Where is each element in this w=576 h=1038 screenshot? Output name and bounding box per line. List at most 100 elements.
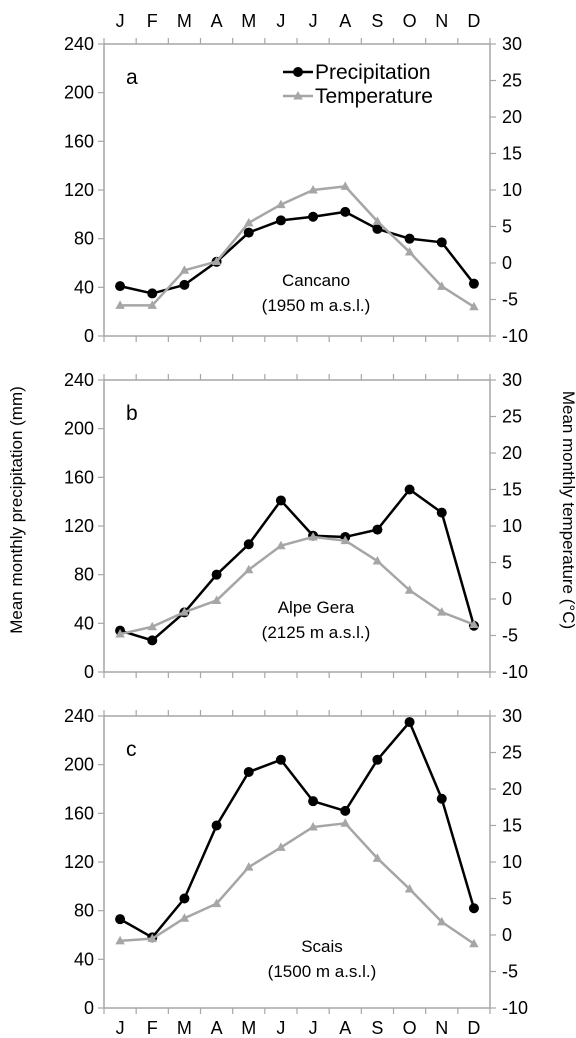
- right-tick-label: 20: [502, 779, 522, 799]
- month-label-bottom: J: [276, 1018, 285, 1038]
- precipitation-marker: [404, 717, 415, 728]
- legend-label: Temperature: [315, 85, 433, 108]
- right-tick-label: 15: [502, 816, 522, 836]
- panel-b: 0 40 80 120 160 200 240 -10 -5 0 5 10 15 20 25 30 b Alpe …: [64, 370, 528, 682]
- month-label-top: A: [339, 11, 351, 31]
- precipitation-line: [119, 210, 475, 295]
- precipitation-marker: [243, 539, 254, 550]
- left-tick-label: 40: [74, 949, 94, 969]
- panel-letter: a: [126, 66, 138, 89]
- month-label-bottom: A: [339, 1018, 351, 1038]
- panel-c: 0 40 80 120 160 200 240 -10 -5 0 5 10 15 20 25 30 c Scais…: [64, 706, 528, 1018]
- month-label-bottom: M: [241, 1018, 256, 1038]
- right-tick-label: 0: [502, 589, 512, 609]
- temperature-marker: [437, 607, 447, 616]
- month-label-top: A: [211, 11, 223, 31]
- left-tick-label: 240: [64, 34, 94, 54]
- left-tick-label: 160: [64, 467, 94, 487]
- left-tick-label: 120: [64, 852, 94, 872]
- month-label-bottom: N: [435, 1018, 448, 1038]
- month-label-bottom: M: [177, 1018, 192, 1038]
- temperature-marker: [147, 933, 157, 943]
- right-axis-title: Mean monthly temperature (°C): [559, 391, 576, 629]
- left-tick-label: 160: [64, 131, 94, 151]
- precipitation-marker: [372, 524, 383, 535]
- temperature-marker: [372, 556, 383, 565]
- precipitation-marker: [147, 635, 158, 646]
- precipitation-line: [119, 488, 476, 642]
- temperature-marker: [469, 619, 479, 629]
- left-tick-label: 40: [74, 613, 94, 633]
- temperature-marker: [404, 247, 415, 256]
- precipitation-marker: [243, 227, 254, 238]
- month-label-bottom: D: [467, 1018, 480, 1038]
- left-tick-label: 120: [64, 180, 94, 200]
- right-tick-label: -5: [502, 626, 518, 646]
- left-tick-label: 80: [74, 565, 94, 585]
- right-tick-label: -10: [502, 326, 528, 346]
- precipitation-marker: [115, 281, 126, 292]
- temperature-line: [119, 535, 475, 636]
- month-label-top: J: [276, 11, 285, 31]
- left-tick-label: 160: [64, 803, 94, 823]
- temperature-marker: [276, 842, 286, 851]
- temperature-marker: [115, 935, 125, 945]
- temperature-marker: [372, 853, 383, 862]
- precipitation-marker: [340, 206, 351, 217]
- month-label-top: J: [309, 11, 318, 31]
- precipitation-marker: [340, 805, 351, 816]
- right-tick-label: 25: [502, 743, 522, 763]
- right-tick-label: 25: [502, 407, 522, 427]
- right-tick-label: 0: [502, 253, 512, 273]
- temperature-marker: [340, 535, 350, 545]
- temperature-marker: [276, 540, 286, 550]
- month-label-top: N: [435, 11, 448, 31]
- right-tick-label: 30: [502, 706, 522, 726]
- temperature-marker: [115, 629, 125, 638]
- left-tick-label: 40: [74, 277, 94, 297]
- precipitation-marker: [436, 793, 447, 804]
- month-label-bottom: O: [403, 1018, 417, 1038]
- left-tick-label: 0: [84, 662, 94, 682]
- left-tick-label: 80: [74, 229, 94, 249]
- right-tick-label: 10: [502, 180, 522, 200]
- temperature-marker: [404, 884, 415, 893]
- precipitation-marker: [404, 484, 415, 495]
- legend-label: Precipitation: [315, 61, 431, 84]
- temperature-marker: [179, 913, 190, 922]
- left-tick-label: 200: [64, 755, 94, 775]
- precipitation-marker: [211, 569, 222, 580]
- station-elevation: (1500 m a.s.l.): [268, 962, 377, 981]
- panel-letter: b: [126, 402, 138, 425]
- month-label-top: S: [371, 11, 383, 31]
- precipitation-marker: [372, 223, 383, 234]
- temperature-marker: [147, 621, 157, 631]
- left-tick-label: 240: [64, 370, 94, 390]
- precipitation-marker: [468, 903, 479, 914]
- panel-a: 0 40 80 120 160 200 240 -10 -5 0 5 10 15 20 25 30 a Canca…: [64, 34, 528, 346]
- precipitation-marker: [147, 288, 158, 299]
- right-tick-label: 25: [502, 71, 522, 91]
- month-label-top: M: [241, 11, 256, 31]
- temperature-line: [120, 185, 475, 308]
- left-tick-label: 0: [84, 998, 94, 1018]
- right-tick-label: -10: [502, 998, 528, 1018]
- left-tick-label: 80: [74, 901, 94, 921]
- temperature-marker: [179, 265, 190, 274]
- station-name: Alpe Gera: [278, 598, 355, 617]
- right-tick-label: 0: [502, 925, 512, 945]
- precipitation-marker: [243, 766, 254, 777]
- month-label-top: M: [177, 11, 192, 31]
- station-name: Cancano: [282, 271, 350, 290]
- station-elevation: (2125 m a.s.l.): [262, 623, 371, 642]
- temperature-marker: [437, 281, 447, 290]
- right-tick-label: 20: [502, 443, 522, 463]
- right-tick-label: -10: [502, 662, 528, 682]
- precipitation-marker: [468, 278, 479, 289]
- month-label-top: J: [116, 11, 125, 31]
- month-label-bottom: F: [147, 1018, 158, 1038]
- precipitation-marker: [275, 215, 286, 226]
- month-label-top: F: [147, 11, 158, 31]
- precipitation-marker: [115, 914, 126, 925]
